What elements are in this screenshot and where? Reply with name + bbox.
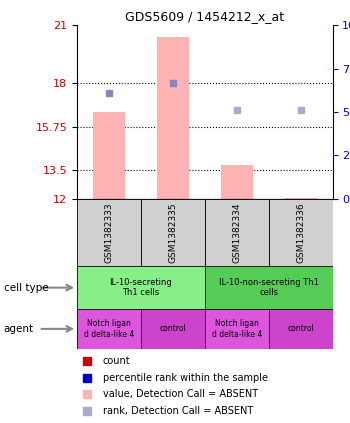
Bar (205, 309, 269, 349)
Text: GSM1382334: GSM1382334 (232, 202, 241, 263)
Bar (205, 199, 269, 266)
Text: GSM1382335: GSM1382335 (168, 202, 177, 263)
Text: control: control (287, 324, 314, 333)
Text: count: count (103, 357, 130, 366)
Bar (141, 199, 205, 266)
Text: GSM1382333: GSM1382333 (104, 202, 113, 263)
Text: cell type: cell type (4, 283, 48, 293)
Text: value, Detection Call = ABSENT: value, Detection Call = ABSENT (103, 389, 258, 399)
Title: GDS5609 / 1454212_x_at: GDS5609 / 1454212_x_at (125, 10, 284, 23)
Text: percentile rank within the sample: percentile rank within the sample (103, 373, 267, 383)
Bar (157, 37, 189, 199)
Bar (205, 266, 332, 309)
Bar (77, 266, 205, 309)
Text: rank, Detection Call = ABSENT: rank, Detection Call = ABSENT (103, 406, 253, 415)
Text: Notch ligan
d delta-like 4: Notch ligan d delta-like 4 (84, 319, 134, 338)
Text: GSM1382336: GSM1382336 (296, 202, 305, 263)
Text: Notch ligan
d delta-like 4: Notch ligan d delta-like 4 (211, 319, 262, 338)
Bar (141, 309, 205, 349)
Bar (93, 112, 125, 199)
Bar (269, 309, 332, 349)
Text: agent: agent (4, 324, 34, 334)
Bar (77, 199, 141, 266)
Text: IL-10-secreting
Th1 cells: IL-10-secreting Th1 cells (110, 278, 172, 297)
Bar (221, 165, 253, 199)
Bar (77, 309, 141, 349)
Bar (269, 199, 332, 266)
Text: control: control (160, 324, 186, 333)
Text: IL-10-non-secreting Th1
cells: IL-10-non-secreting Th1 cells (219, 278, 318, 297)
Bar (285, 198, 316, 199)
